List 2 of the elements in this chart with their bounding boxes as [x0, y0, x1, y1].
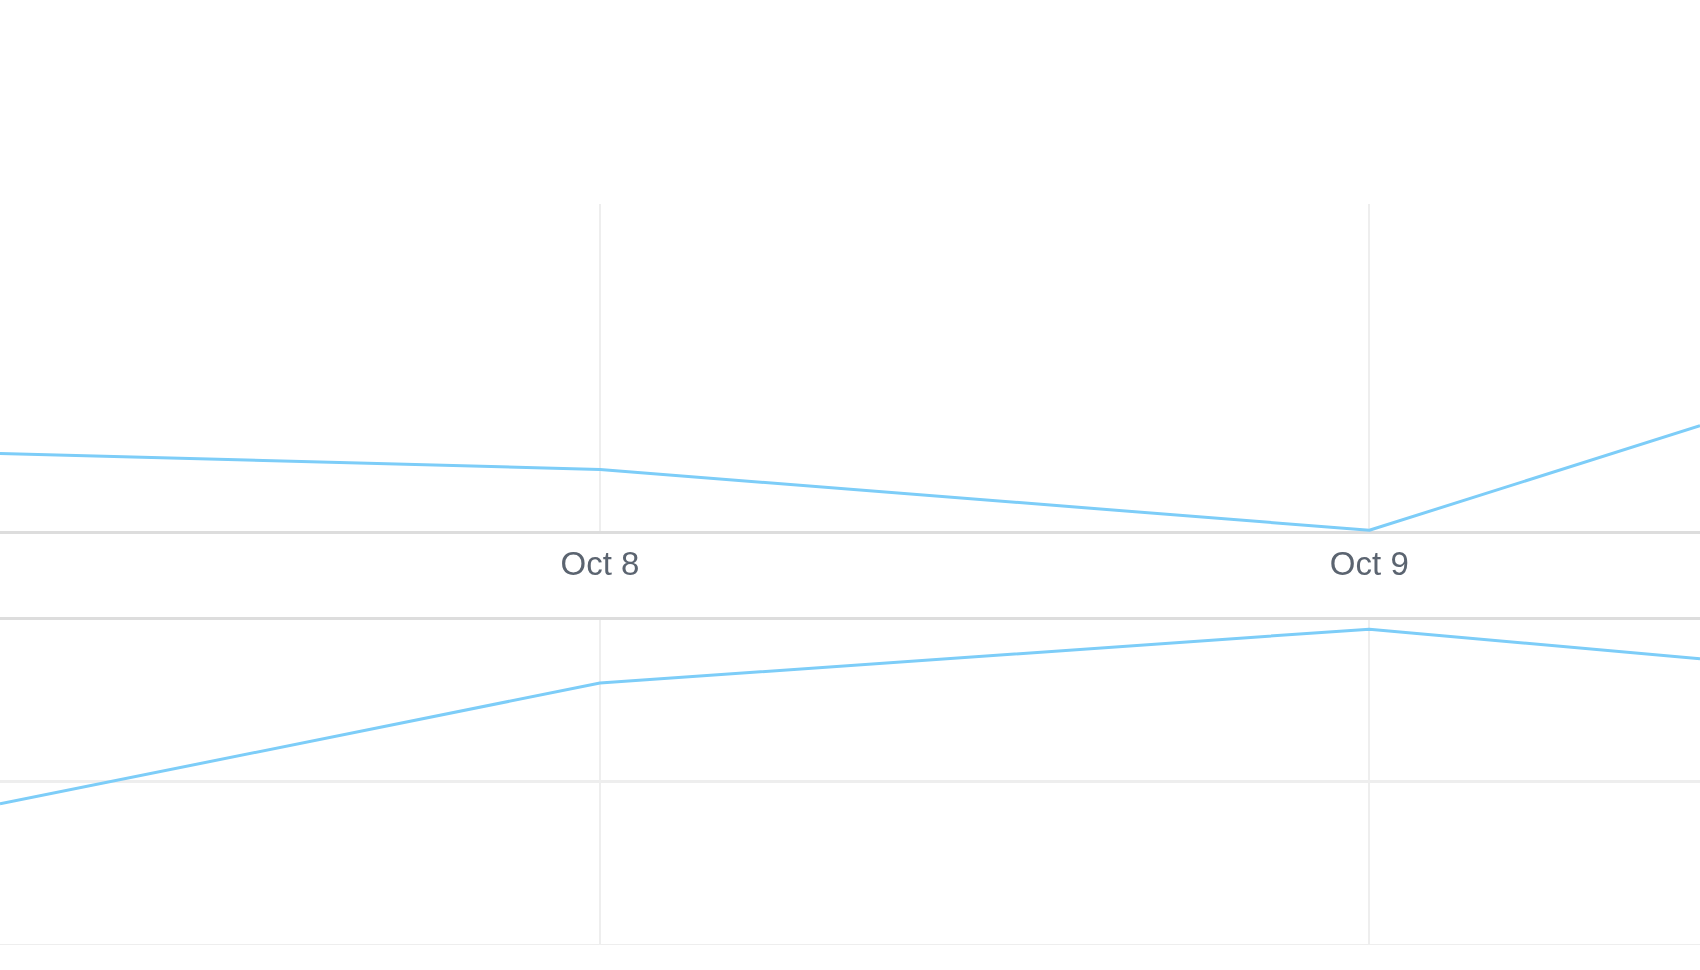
x-tick-label: Oct 8: [560, 545, 640, 583]
x-tick-label: Oct 9: [1329, 545, 1409, 583]
